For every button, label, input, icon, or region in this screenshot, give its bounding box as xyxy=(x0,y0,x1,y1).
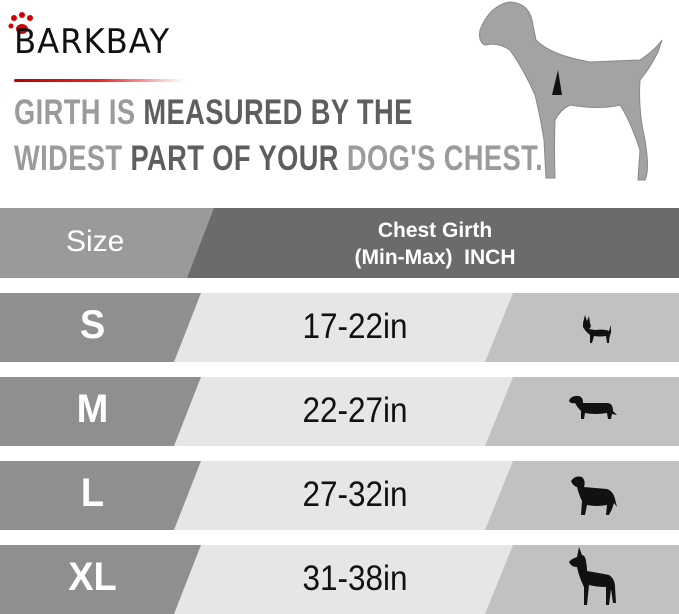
girth-range: 22-27in xyxy=(302,391,408,430)
header-girth-line2: (Min-Max) INCH xyxy=(354,246,516,269)
headline-line-1: GIRTH IS MEASURED BY THE xyxy=(14,93,413,133)
headline-text: WIDEST xyxy=(14,139,131,178)
header-girth-line1: Chest Girth xyxy=(377,219,493,242)
size-row-xl: XL 31-38in xyxy=(0,545,679,614)
dachshund-icon xyxy=(569,395,617,419)
logo-underline xyxy=(14,79,184,82)
girth-range: 17-22in xyxy=(302,307,408,346)
size-row-m: M 22-27in xyxy=(0,377,679,446)
header-chest-girth: Chest Girth (Min-Max) INCH xyxy=(300,217,570,271)
girth-range: 27-32in xyxy=(302,475,408,514)
size-label: S xyxy=(79,303,106,347)
labrador-icon xyxy=(571,476,617,515)
pointer-dog-illustration xyxy=(479,1,663,181)
chihuahua-icon xyxy=(583,315,611,343)
paw-icon xyxy=(8,12,33,34)
size-row-s: S 17-22in xyxy=(0,293,679,362)
size-label: M xyxy=(76,387,109,431)
size-label: L xyxy=(80,471,105,515)
headline-line-2: WIDEST PART OF YOUR DOG'S CHEST. xyxy=(14,139,543,179)
headline-text: GIRTH IS xyxy=(14,93,144,132)
brand-logo: BARKBAY xyxy=(14,22,171,62)
girth-range: 31-38in xyxy=(302,559,408,598)
headline-text: DOG'S CHEST. xyxy=(346,139,544,178)
size-row-l: L 27-32in xyxy=(0,461,679,530)
header-size: Size xyxy=(66,225,125,258)
great-dane-icon xyxy=(569,547,616,605)
headline-text: MEASURED BY THE xyxy=(143,93,413,132)
table-header: Size Chest Girth (Min-Max) INCH xyxy=(0,208,679,278)
size-label: XL xyxy=(68,555,117,599)
headline-text: PART OF YOUR xyxy=(130,139,347,178)
